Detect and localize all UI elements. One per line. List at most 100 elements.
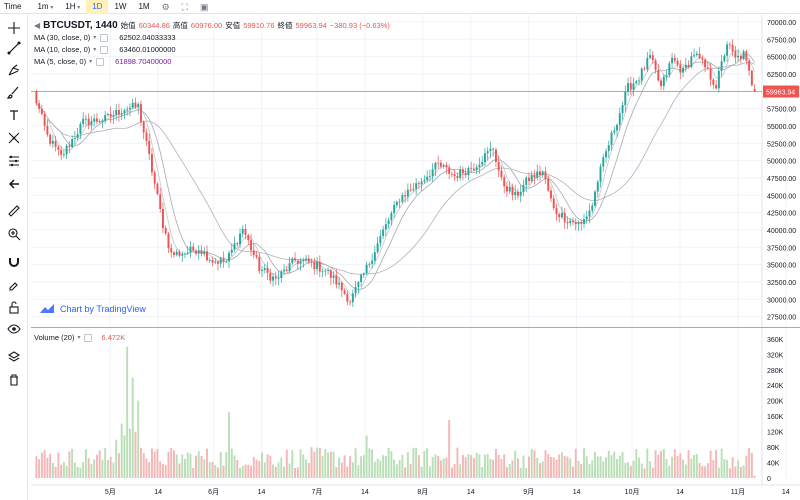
candle-body bbox=[266, 268, 269, 273]
candle-body bbox=[54, 140, 57, 147]
volume-bar bbox=[142, 453, 145, 478]
volume-bar bbox=[43, 450, 46, 478]
volume-bar bbox=[426, 448, 429, 478]
volume-bar bbox=[93, 459, 96, 478]
volume-bar bbox=[302, 454, 305, 478]
interval-1w[interactable]: 1W bbox=[114, 1, 127, 11]
candle-body bbox=[51, 140, 54, 144]
measure-icon[interactable] bbox=[5, 152, 23, 170]
volume-bar bbox=[706, 463, 709, 478]
settings-box-icon[interactable] bbox=[96, 57, 105, 66]
gear-icon[interactable]: ⚙ bbox=[161, 1, 170, 12]
candle-body bbox=[500, 170, 503, 178]
settings-box-icon[interactable] bbox=[100, 33, 109, 42]
volume-bar bbox=[627, 462, 629, 478]
candle-body bbox=[577, 222, 580, 225]
lock-drawing-icon[interactable] bbox=[5, 275, 23, 293]
interval-1mo[interactable]: 1M bbox=[138, 1, 150, 11]
volume-bar bbox=[566, 456, 569, 478]
candle-body bbox=[539, 171, 541, 176]
symbol-legend: ◀ BTCUSDT, 1440 始值 60344.86 高值 60976.00 … bbox=[34, 20, 390, 31]
x-tick-label: 14 bbox=[258, 489, 266, 496]
symbol-label[interactable]: BTCUSDT, 1440 bbox=[43, 20, 118, 31]
candle-body bbox=[464, 173, 467, 176]
candle-body bbox=[508, 186, 511, 192]
ma5-label[interactable]: MA (5, close, 0) bbox=[34, 57, 87, 66]
candle-body bbox=[354, 286, 357, 294]
volume-bar bbox=[442, 458, 445, 478]
volume-bar bbox=[266, 454, 269, 478]
candle-body bbox=[470, 167, 473, 169]
text-icon[interactable] bbox=[5, 106, 23, 124]
candle-body bbox=[338, 282, 341, 285]
trash-icon[interactable] bbox=[5, 371, 23, 389]
candle-body bbox=[673, 57, 676, 61]
current-price-label: 59963.94 bbox=[766, 90, 795, 97]
volume-bar bbox=[525, 468, 528, 478]
magnet-icon[interactable] bbox=[5, 253, 23, 271]
volume-bar bbox=[162, 464, 164, 478]
ma10-label[interactable]: MA (10, close, 0) bbox=[34, 45, 91, 54]
x-tick-label: 8月 bbox=[417, 488, 428, 496]
candle-body bbox=[142, 121, 145, 133]
volume-bar bbox=[728, 468, 731, 478]
candle-body bbox=[73, 138, 76, 140]
pattern-icon[interactable] bbox=[5, 129, 23, 147]
candle-body bbox=[139, 104, 142, 122]
candle-body bbox=[585, 216, 588, 220]
volume-bar bbox=[288, 463, 291, 478]
candle-body bbox=[583, 219, 585, 224]
candle-body bbox=[327, 270, 330, 271]
ma30-label[interactable]: MA (30, close, 0) bbox=[34, 33, 91, 42]
camera-icon[interactable]: ▣ bbox=[199, 1, 209, 12]
dropdown-icon[interactable]: ▾ bbox=[93, 47, 97, 53]
settings-box-icon[interactable] bbox=[84, 333, 93, 342]
eye-icon[interactable] bbox=[5, 320, 23, 338]
candle-body bbox=[610, 132, 613, 146]
candle-body bbox=[588, 210, 591, 217]
candle-body bbox=[750, 70, 753, 86]
interval-1h[interactable]: 1H bbox=[59, 0, 86, 14]
candle-body bbox=[456, 176, 459, 179]
candle-body bbox=[269, 272, 272, 281]
volume-bar bbox=[101, 459, 104, 478]
volume-bar bbox=[206, 448, 208, 478]
brush-icon[interactable] bbox=[5, 83, 23, 101]
settings-box-icon[interactable] bbox=[100, 45, 109, 54]
candle-body bbox=[459, 169, 462, 179]
trend-line-icon[interactable] bbox=[5, 39, 23, 57]
dropdown-icon[interactable]: ▾ bbox=[77, 335, 81, 341]
interval-1m[interactable]: 1m bbox=[31, 0, 59, 14]
interval-1d[interactable]: 1D bbox=[86, 0, 109, 14]
volume-tick-label: 200K bbox=[767, 399, 784, 406]
dropdown-icon[interactable]: ▾ bbox=[93, 35, 97, 41]
candle-body bbox=[150, 154, 153, 173]
time-button[interactable]: Time bbox=[4, 1, 22, 11]
volume-bar bbox=[478, 454, 481, 478]
candle-body bbox=[552, 198, 555, 209]
candle-body bbox=[332, 275, 335, 278]
zoom-in-icon[interactable] bbox=[5, 225, 23, 243]
back-arrow-icon[interactable] bbox=[5, 175, 23, 193]
unlock-icon[interactable] bbox=[5, 298, 23, 316]
dropdown-icon[interactable]: ▾ bbox=[89, 59, 93, 65]
candle-body bbox=[701, 58, 704, 60]
pitchfork-icon[interactable] bbox=[5, 61, 23, 79]
volume-bar bbox=[296, 467, 299, 478]
fullscreen-icon[interactable]: ⛶ bbox=[181, 1, 188, 12]
candle-body bbox=[211, 260, 214, 263]
tradingview-watermark[interactable]: Chart by TradingView bbox=[40, 304, 146, 314]
volume-bar bbox=[646, 448, 649, 478]
volume-bar bbox=[470, 455, 473, 478]
candle-body bbox=[657, 69, 660, 81]
volume-label[interactable]: Volume (20) bbox=[34, 333, 75, 342]
layers-icon[interactable] bbox=[5, 348, 23, 366]
crosshair-icon[interactable] bbox=[5, 19, 23, 37]
collapse-icon[interactable]: ◀ bbox=[34, 21, 41, 30]
y-tick-label: 70000.00 bbox=[767, 20, 796, 27]
candle-body bbox=[629, 83, 632, 90]
candle-body bbox=[362, 273, 365, 275]
ruler-icon[interactable] bbox=[5, 202, 23, 220]
y-tick-label: 32500.00 bbox=[767, 280, 796, 287]
